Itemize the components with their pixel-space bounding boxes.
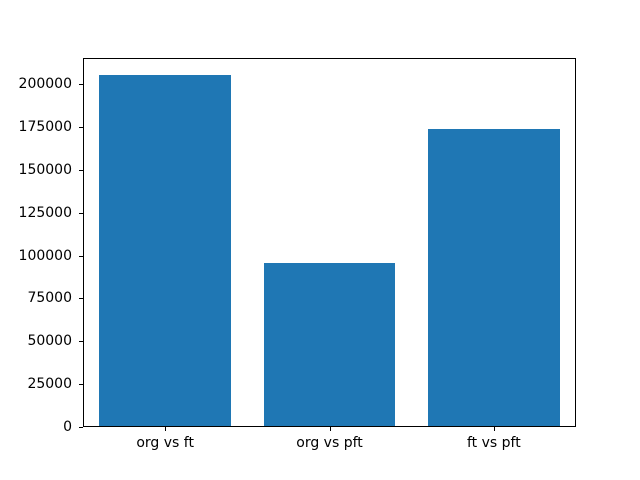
x-tick-label: ft vs pft (466, 435, 521, 451)
plot-axes (83, 58, 576, 427)
y-tick-mark (79, 298, 83, 300)
y-tick-label: 100000 (18, 247, 72, 264)
y-tick-label: 50000 (27, 333, 72, 350)
y-tick-label: 75000 (27, 290, 72, 307)
x-tick-mark (329, 427, 331, 431)
y-tick-label: 150000 (18, 161, 72, 178)
y-tick-mark (79, 127, 83, 128)
x-tick-label: org vs ft (136, 435, 194, 451)
y-tick-mark (79, 255, 83, 257)
y-tick-mark (79, 212, 83, 214)
bar-ft-vs-pft (428, 129, 560, 426)
x-tick-mark (493, 427, 495, 431)
y-tick-label: 0 (63, 419, 72, 435)
bar-org-vs-ft (99, 74, 231, 426)
y-tick-label: 175000 (18, 119, 72, 135)
bar-org-vs-pft (263, 263, 396, 426)
y-tick-mark (79, 341, 83, 343)
y-tick-mark (79, 84, 83, 86)
x-tick-label: org vs pft (296, 435, 363, 451)
y-tick-mark (79, 169, 83, 171)
x-tick-mark (165, 427, 167, 431)
y-tick-label: 200000 (18, 76, 72, 93)
y-tick-label: 125000 (18, 204, 72, 221)
y-tick-mark (79, 427, 83, 428)
y-tick-label: 25000 (27, 376, 72, 393)
y-tick-mark (79, 384, 83, 386)
